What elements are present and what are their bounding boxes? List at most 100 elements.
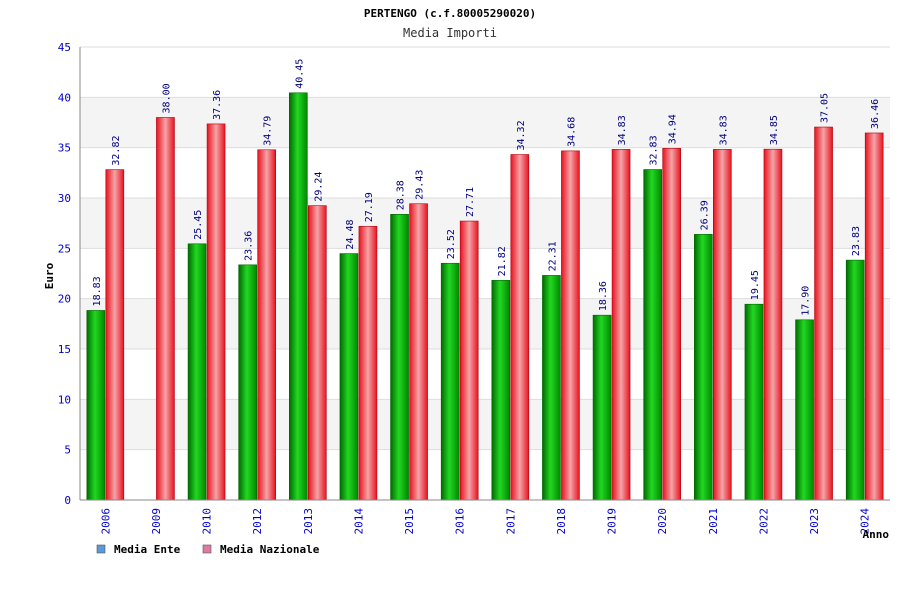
x-tick-label: 2020: [656, 508, 669, 535]
data-label: 32.82: [111, 136, 122, 166]
data-label: 28.38: [396, 180, 407, 210]
y-axis-ticks: 0 5 10 15 20 25 30 35 40 45: [58, 41, 71, 507]
data-labels: 18.83 32.82 38.00 25.45 37.36 23.36 34.79 40.45…: [92, 59, 881, 316]
x-axis-label: Anno: [863, 528, 890, 541]
bar-media-nazionale: [510, 154, 530, 501]
bar-media-ente: [744, 303, 764, 501]
data-label: 34.83: [617, 115, 628, 145]
x-tick-label: 2016: [454, 508, 467, 535]
legend-swatch-media-nazionale: [202, 544, 212, 554]
y-tick-label: 0: [64, 494, 71, 507]
y-tick-label: 25: [58, 242, 71, 255]
x-tick-label: 2022: [757, 508, 770, 535]
x-tick-label: 2015: [403, 508, 416, 535]
y-tick-label: 45: [58, 41, 71, 54]
bar-media-nazionale: [763, 148, 783, 501]
y-tick-label: 10: [58, 393, 71, 406]
x-tick-label: 2019: [606, 508, 619, 535]
y-tick-label: 20: [58, 293, 71, 306]
chart-title: PERTENGO (c.f.80005290020): [364, 7, 536, 20]
x-tick-label: 2006: [99, 508, 112, 535]
data-label: 27.19: [364, 192, 375, 222]
x-axis-ticks: 2006 2009 2010 2012 2013 2014 2015 2016 2017 2018…: [99, 508, 871, 535]
data-label: 34.94: [668, 114, 679, 144]
y-tick-label: 40: [58, 91, 71, 104]
x-tick-label: 2023: [808, 508, 821, 535]
bar-media-ente: [440, 262, 460, 501]
bar-media-nazionale: [308, 205, 327, 501]
data-label: 29.24: [313, 172, 324, 202]
data-label: 21.82: [497, 246, 508, 276]
plot-band: [80, 47, 890, 98]
y-tick-label: 35: [58, 142, 71, 155]
data-label: 38.00: [161, 83, 172, 113]
x-tick-label: 2018: [555, 508, 568, 535]
bar-media-nazionale: [713, 149, 732, 501]
bar-media-nazionale: [105, 169, 125, 501]
data-label: 34.85: [769, 115, 780, 145]
data-label: 27.71: [465, 187, 476, 217]
data-label: 29.43: [415, 170, 426, 200]
x-tick-label: 2010: [201, 508, 214, 535]
x-tick-label: 2009: [150, 508, 163, 535]
bar-media-ente: [339, 253, 359, 501]
bar-media-nazionale: [257, 149, 276, 501]
y-axis-label: Euro: [43, 262, 56, 289]
legend: Media Ente Media Nazionale: [96, 543, 320, 556]
bar-media-ente: [390, 214, 409, 501]
legend-swatch-media-ente: [96, 544, 106, 554]
bar-media-nazionale: [814, 126, 833, 501]
data-label: 17.90: [801, 286, 812, 316]
bar-media-nazionale: [561, 150, 580, 501]
bar-media-nazionale: [358, 225, 378, 501]
bar-media-nazionale: [459, 220, 479, 501]
data-label: 23.83: [851, 226, 862, 256]
data-label: 18.36: [598, 281, 609, 311]
data-label: 34.79: [263, 116, 274, 146]
x-tick-label: 2021: [707, 508, 720, 535]
data-label: 36.46: [870, 99, 881, 129]
data-label: 34.68: [566, 117, 577, 147]
data-label: 26.39: [699, 200, 710, 230]
x-tick-label: 2017: [504, 508, 517, 535]
bar-media-ente: [238, 264, 257, 501]
data-label: 40.45: [294, 59, 305, 89]
bar-media-ente: [592, 314, 612, 501]
legend-label-media-ente: Media Ente: [114, 543, 181, 556]
bar-media-nazionale: [409, 203, 428, 501]
data-label: 37.05: [820, 93, 831, 123]
bar-media-nazionale: [611, 149, 631, 501]
y-tick-label: 5: [64, 444, 71, 457]
data-label: 25.45: [193, 210, 204, 240]
x-tick-label: 2012: [251, 508, 264, 535]
y-tick-label: 30: [58, 192, 71, 205]
data-label: 34.83: [718, 115, 729, 145]
bars: [86, 92, 884, 501]
bar-media-nazionale: [662, 147, 681, 501]
bar-media-ente: [542, 275, 561, 501]
data-label: 23.52: [446, 229, 457, 259]
x-tick-label: 2013: [302, 508, 315, 535]
y-tick-label: 15: [58, 343, 71, 356]
data-label: 32.83: [649, 135, 660, 165]
data-label: 18.83: [92, 276, 103, 306]
data-label: 24.48: [345, 219, 356, 249]
bar-media-nazionale: [864, 132, 884, 501]
data-label: 22.31: [547, 241, 558, 271]
legend-label-media-nazionale: Media Nazionale: [220, 543, 320, 556]
bar-media-ente: [643, 169, 662, 501]
bar-media-ente: [86, 310, 106, 501]
chart-subtitle: Media Importi: [403, 26, 497, 40]
data-label: 34.32: [516, 120, 527, 150]
bar-media-ente: [845, 259, 865, 501]
x-tick-label: 2014: [352, 508, 365, 535]
bar-media-ente: [187, 243, 207, 501]
bar-media-ente: [795, 319, 814, 501]
data-label: 19.45: [750, 270, 761, 300]
data-label: 23.36: [244, 231, 255, 261]
bar-media-ente: [289, 92, 308, 501]
bar-media-ente: [694, 234, 713, 501]
bar-media-nazionale: [206, 123, 226, 501]
x-tick-label: 2024: [859, 508, 872, 535]
